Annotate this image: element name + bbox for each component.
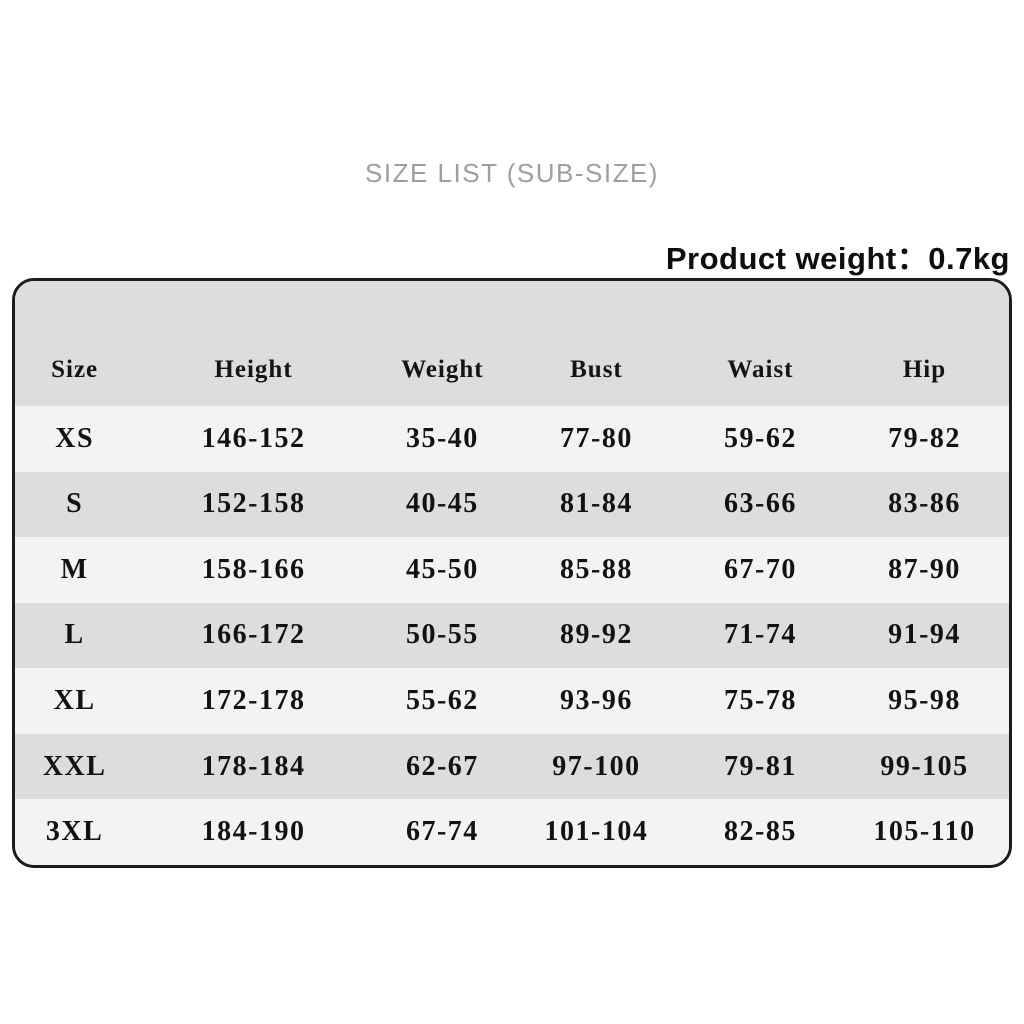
column-header-height: Height [134, 281, 373, 406]
cell-size: S [66, 488, 84, 520]
cell-size: XL [53, 685, 96, 717]
cell-bust: 89-92 [560, 619, 633, 651]
cell-hip: 79-82 [888, 422, 961, 454]
page-title: SIZE LIST (SUB-SIZE) [365, 158, 659, 188]
cell-bust: 85-88 [560, 553, 633, 585]
column-header-bust: Bust [511, 281, 681, 406]
size-table: Size Height Weight Bust Waist Hip XS 146… [15, 281, 1009, 865]
cell-bust: 97-100 [552, 750, 641, 782]
cell-size: XS [55, 422, 95, 454]
column-header-waist: Waist [680, 281, 840, 406]
cell-hip: 91-94 [888, 619, 961, 651]
table-row-xs: XS 146-152 35-40 77-80 59-62 79-82 [15, 406, 1009, 472]
cell-waist: 59-62 [724, 422, 797, 454]
header-row: Size Height Weight Bust Waist Hip [15, 281, 1009, 406]
table-row-s: S 152-158 40-45 81-84 63-66 83-86 [15, 471, 1009, 538]
cell-hip: 105-110 [873, 816, 976, 848]
product-weight-label: Product weight： [665, 241, 929, 276]
cell-weight: 55-62 [405, 685, 479, 717]
cell-height: 158-166 [201, 553, 306, 585]
cell-height: 166-172 [201, 619, 306, 651]
cell-bust: 81-84 [560, 488, 633, 520]
table-row-xxl: XXL 178-184 62-67 97-100 79-81 99-105 [15, 733, 1009, 800]
cell-height: 172-178 [201, 685, 306, 717]
cell-waist: 82-85 [724, 816, 797, 848]
cell-hip: 83-86 [888, 488, 961, 520]
cell-weight: 45-50 [405, 553, 479, 585]
cell-height: 146-152 [201, 422, 306, 454]
cell-bust: 101-104 [544, 816, 649, 848]
cell-weight: 67-74 [405, 816, 479, 848]
table-row-l: L 166-172 50-55 89-92 71-74 91-94 [15, 602, 1009, 669]
cell-bust: 77-80 [560, 422, 633, 454]
size-table-container: Size Height Weight Bust Waist Hip XS 146… [12, 278, 1012, 868]
cell-weight: 35-40 [405, 422, 479, 454]
cell-waist: 75-78 [724, 685, 797, 717]
cell-waist: 63-66 [724, 488, 797, 520]
cell-waist: 71-74 [724, 619, 797, 651]
column-header-weight: Weight [372, 281, 512, 406]
cell-weight: 40-45 [405, 488, 479, 520]
cell-bust: 93-96 [560, 685, 633, 717]
table-row-3xl: 3XL 184-190 67-74 101-104 82-85 105-110 [15, 799, 1009, 865]
product-weight-value: 0.7kg [928, 241, 1010, 276]
cell-hip: 99-105 [880, 750, 969, 782]
cell-weight: 50-55 [405, 619, 479, 651]
cell-hip: 95-98 [888, 685, 961, 717]
product-weight: Product weight：0.7kg [666, 233, 1010, 278]
cell-size: 3XL [45, 816, 104, 848]
cell-weight: 62-67 [405, 750, 479, 782]
cell-waist: 79-81 [724, 750, 797, 782]
column-header-hip: Hip [839, 281, 1009, 406]
cell-size: M [60, 553, 89, 585]
cell-height: 178-184 [201, 750, 306, 782]
cell-height: 184-190 [201, 816, 306, 848]
cell-size: L [64, 619, 85, 651]
table-row-xl: XL 172-178 55-62 93-96 75-78 95-98 [15, 668, 1009, 734]
table-row-m: M 158-166 45-50 85-88 67-70 87-90 [15, 537, 1009, 603]
cell-waist: 67-70 [724, 553, 797, 585]
cell-hip: 87-90 [888, 553, 961, 585]
cell-size: XXL [42, 750, 107, 782]
cell-height: 152-158 [201, 488, 306, 520]
column-header-size: Size [15, 281, 135, 406]
